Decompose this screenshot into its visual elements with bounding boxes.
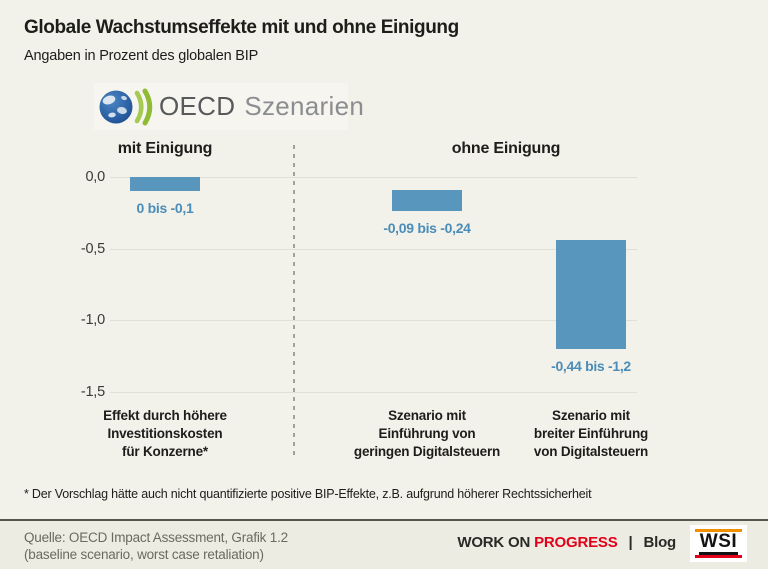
- bar: [130, 177, 200, 192]
- group-divider-dashed-line: [293, 145, 295, 458]
- y-axis-label: -1,0: [80, 312, 105, 329]
- oecd-globe-icon: [99, 88, 153, 125]
- bar: [556, 240, 626, 349]
- group-header-mit-einigung: mit Einigung: [117, 140, 213, 157]
- gridline: [110, 177, 637, 178]
- page-subtitle: Angaben in Prozent des globalen BIP: [24, 48, 259, 64]
- footer: Quelle: OECD Impact Assessment, Grafik 1…: [0, 521, 768, 569]
- category-label: Szenario mit breiter Einführung von Digita…: [533, 408, 649, 459]
- source-line-1: Quelle: OECD Impact Assessment, Grafik 1…: [24, 530, 288, 545]
- bar-chart: mit Einigung ohne Einigung 0,0 -0,5 -1,0 -1…: [80, 140, 649, 459]
- source-note: Quelle: OECD Impact Assessment, Grafik 1…: [24, 529, 288, 563]
- gridline: [110, 320, 637, 322]
- source-line-2: (baseline scenario, worst case retaliati…: [24, 547, 264, 562]
- bar-range-label: -0,09 bis -0,24: [383, 220, 471, 237]
- footer-divider-line: [0, 519, 768, 521]
- category-label: Szenario mit Einführung von geringen Digit…: [353, 408, 501, 459]
- category-label: Effekt durch höhere Investitionskosten für…: [103, 408, 227, 459]
- gridline: [110, 248, 637, 250]
- wsi-logo: WSI: [690, 525, 747, 562]
- blog-label[interactable]: Blog: [643, 534, 676, 551]
- y-axis-label: -0,5: [80, 240, 105, 257]
- wsi-orange-bar: [695, 529, 742, 532]
- oecd-szenarien-label: Szenarien: [244, 91, 365, 121]
- progress-label: PROGRESS: [534, 534, 618, 551]
- blog-link[interactable]: WORK ON PROGRESS | Blog: [457, 534, 676, 551]
- work-on-label: WORK ON: [457, 534, 531, 551]
- wsi-red-bar: [695, 555, 742, 558]
- y-axis-label: 0,0: [85, 169, 105, 185]
- bar-range-label: 0 bis -0,1: [136, 200, 194, 217]
- bar: [392, 189, 462, 212]
- oecd-logo: OECD Szenarien: [94, 83, 364, 130]
- footnote: * Der Vorschlag hätte auch nicht quantif…: [24, 487, 592, 501]
- oecd-chevrons-icon: [134, 88, 153, 125]
- wsi-logo-text: WSI: [698, 532, 739, 555]
- bar-range-label: -0,44 bis -1,2: [551, 357, 631, 374]
- page-title: Globale Wachstumseffekte mit und ohne Ei…: [24, 17, 459, 38]
- oecd-wordmark: OECD: [159, 91, 236, 121]
- pipe-separator: |: [628, 534, 633, 551]
- y-axis-label: -1,5: [80, 383, 105, 400]
- group-header-ohne-einigung: ohne Einigung: [451, 140, 561, 157]
- gridline: [110, 391, 637, 393]
